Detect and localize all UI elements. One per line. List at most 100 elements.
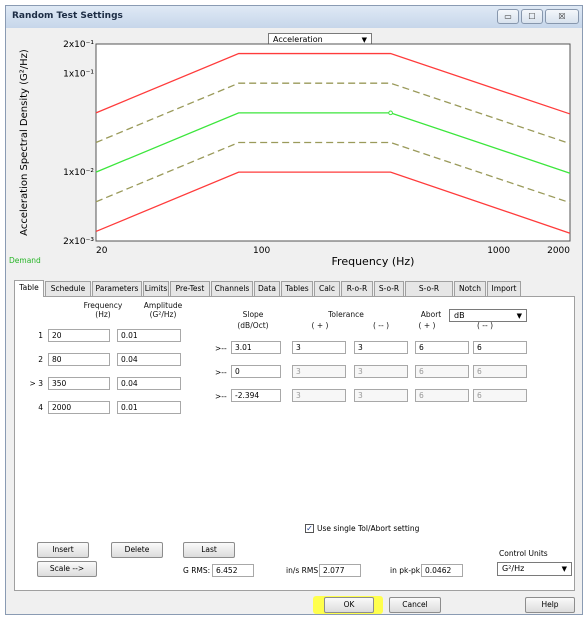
row-index: > 3 (29, 379, 43, 388)
ins-rms-label: in/s RMS: (286, 566, 321, 575)
minimize-button[interactable]: ▭ (497, 9, 519, 24)
delete-button[interactable]: Delete (111, 542, 163, 558)
slope-field[interactable]: -2.394 (231, 389, 281, 402)
tab-pre-test[interactable]: Pre-Test (170, 281, 210, 296)
tab-notch[interactable]: Notch (454, 281, 486, 296)
series-line-3 (95, 112, 571, 174)
frequency-header: Frequency (83, 301, 123, 310)
measurement-selected: Acceleration (273, 35, 323, 44)
psd-chart: 20 100 1000 2000 2x10⁻³ 1x10⁻² 1x10⁻¹ 2x10⁻¹ Fre… (19, 40, 571, 268)
chevron-down-icon: ▼ (561, 565, 567, 573)
tolerance-plus-field[interactable]: 3 (292, 365, 346, 378)
insert-button[interactable]: Insert (37, 542, 89, 558)
amplitude-field[interactable]: 0.04 (117, 353, 181, 366)
x-tick-label: 1000 (487, 246, 510, 256)
abort-minus-header: ( -- ) (476, 321, 494, 330)
title-bar: Random Test Settings ▭ ☐ ☒ (6, 6, 582, 28)
legend-demand: Demand (9, 256, 41, 265)
tab-schedule[interactable]: Schedule (45, 281, 91, 296)
tab-limits[interactable]: Limits (143, 281, 169, 296)
row-index: 4 (38, 403, 43, 412)
tab-s-o-r[interactable]: S-o-R (374, 281, 404, 296)
abort-plus-header: ( + ) (418, 321, 436, 330)
tolerance-plus-header: ( + ) (311, 321, 329, 330)
in-pk-pk-field[interactable]: 0.0462 (421, 564, 463, 577)
tolerance-plus-field[interactable]: 3 (292, 389, 346, 402)
help-button[interactable]: Help (525, 597, 575, 613)
tab-table[interactable]: Table (14, 280, 44, 297)
tab-import[interactable]: Import (487, 281, 521, 296)
segment-arrow: >-- (215, 368, 227, 377)
amplitude-unit: (G²/Hz) (149, 310, 177, 319)
g-rms-label: G RMS: (183, 566, 211, 575)
abort-unit-value: dB (454, 311, 465, 320)
tolerance-minus-header: ( -- ) (372, 321, 390, 330)
series-line-2 (95, 82, 571, 145)
amplitude-field[interactable]: 0.01 (117, 329, 181, 342)
abort-minus-field[interactable]: 6 (473, 365, 527, 378)
control-units-dropdown[interactable]: G²/Hz ▼ (497, 562, 572, 576)
single-tol-label: Use single Tol/Abort setting (317, 524, 420, 533)
abort-plus-field[interactable]: 6 (415, 389, 469, 402)
ok-button[interactable]: OK (324, 597, 374, 613)
slope-field[interactable]: 0 (231, 365, 281, 378)
frequency-field[interactable]: 20 (48, 329, 110, 342)
tab-r-o-r[interactable]: R-o-R (341, 281, 373, 296)
y-tick-label: 2x10⁻¹ (63, 40, 94, 50)
series-line-4 (95, 141, 571, 204)
abort-minus-field[interactable]: 6 (473, 389, 527, 402)
y-axis-label: Acceleration Spectral Density (G²/Hz) (19, 49, 30, 236)
x-tick-label: 100 (253, 246, 270, 256)
series-point-marker (388, 110, 393, 116)
amplitude-field[interactable]: 0.04 (117, 377, 181, 390)
tab-parameters[interactable]: Parameters (92, 281, 142, 296)
frequency-field[interactable]: 350 (48, 377, 110, 390)
close-button[interactable]: ☒ (545, 9, 579, 24)
tab-data[interactable]: Data (254, 281, 280, 296)
chevron-down-icon: ▼ (361, 36, 367, 44)
tab-s-o-r-param[interactable]: S-o-R Param (405, 281, 453, 307)
tab-calc[interactable]: Calc (314, 281, 340, 296)
abort-minus-field[interactable]: 6 (473, 341, 527, 354)
tolerance-minus-field[interactable]: 3 (354, 365, 408, 378)
abort-plus-field[interactable]: 6 (415, 365, 469, 378)
segment-arrow: >-- (215, 344, 227, 353)
abort-header: Abort (420, 310, 442, 319)
abort-unit-dropdown[interactable]: dB ▼ (449, 309, 527, 322)
abort-plus-field[interactable]: 6 (415, 341, 469, 354)
last-button[interactable]: Last (183, 542, 235, 558)
maximize-button[interactable]: ☐ (521, 9, 543, 24)
tolerance-plus-field[interactable]: 3 (292, 341, 346, 354)
slope-header: Slope (242, 310, 264, 319)
amplitude-header: Amplitude (143, 301, 183, 310)
tab-channels[interactable]: Channels (211, 281, 253, 296)
frequency-field[interactable]: 80 (48, 353, 110, 366)
g-rms-field[interactable]: 6.452 (212, 564, 254, 577)
slope-field[interactable]: 3.01 (231, 341, 281, 354)
control-units-label: Control Units (499, 549, 548, 558)
frequency-field[interactable]: 2000 (48, 401, 110, 414)
ins-rms-field[interactable]: 2.077 (319, 564, 361, 577)
y-tick-label: 2x10⁻³ (63, 237, 94, 247)
tolerance-header: Tolerance (328, 310, 364, 319)
single-tol-checkbox[interactable]: ✓ (305, 524, 314, 533)
random-test-settings-window: Random Test Settings ▭ ☐ ☒ Acceleration … (5, 5, 583, 615)
row-index: 1 (38, 331, 43, 340)
slope-unit: (dB/Oct) (237, 321, 269, 330)
tab-tables[interactable]: Tables (281, 281, 313, 296)
segment-arrow: >-- (215, 392, 227, 401)
amplitude-field[interactable]: 0.01 (117, 401, 181, 414)
frequency-unit: (Hz) (95, 310, 111, 319)
scale-button[interactable]: Scale --> (37, 561, 97, 577)
cancel-button[interactable]: Cancel (389, 597, 441, 613)
x-axis-label: Frequency (Hz) (332, 255, 415, 268)
y-tick-label: 1x10⁻² (63, 168, 94, 178)
series-line-1 (95, 52, 571, 115)
in-pk-pk-label: in pk-pk: (390, 566, 423, 575)
row-index: 2 (38, 355, 43, 364)
tolerance-minus-field[interactable]: 3 (354, 389, 408, 402)
table-panel: Frequency (Hz) Amplitude (G²/Hz) Slope (… (14, 296, 575, 591)
series-line-5 (95, 171, 571, 234)
tolerance-minus-field[interactable]: 3 (354, 341, 408, 354)
y-tick-label: 1x10⁻¹ (63, 70, 94, 80)
